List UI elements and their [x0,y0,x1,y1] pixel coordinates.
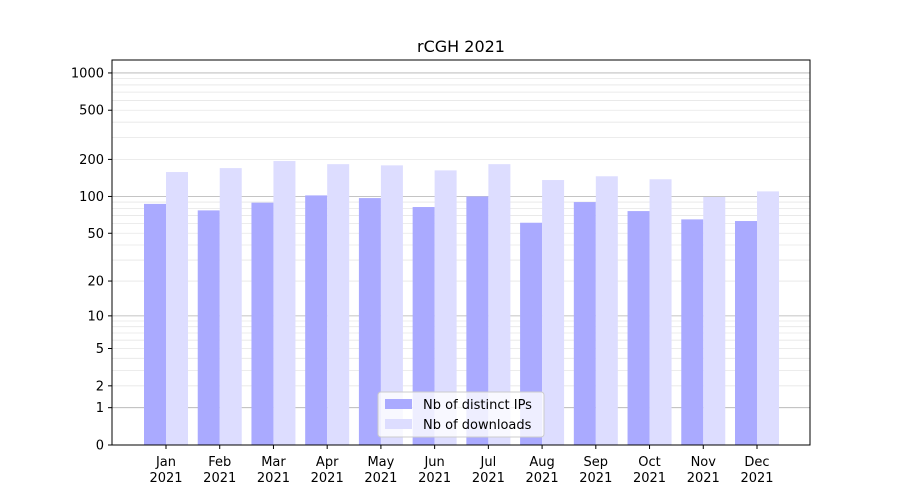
y-tick-label: 50 [87,227,104,242]
bar-downloads [542,180,565,445]
bar-distinct-ips [627,211,650,445]
bar-downloads [380,165,403,445]
x-tick-label: Oct 2021 [633,455,666,486]
legend: Nb of distinct IPs Nb of downloads [377,391,545,438]
x-tick-label: Mar 2021 [257,455,290,486]
bar-distinct-ips [520,222,543,445]
bar-downloads [327,164,350,445]
x-tick-label: Dec 2021 [740,455,773,486]
x-tick-label: Jul 2021 [472,455,505,486]
bar-downloads [649,179,672,445]
bar-downloads [219,168,242,446]
y-tick-label: 5 [96,342,104,357]
legend-box [377,391,545,438]
x-tick-label: Aug 2021 [526,455,559,486]
plot-frame [111,59,811,446]
y-tick-label: 10 [87,309,104,324]
y-tick-label: 1 [96,401,104,416]
bar-distinct-ips [735,221,757,445]
x-tick-label: Sep 2021 [579,455,612,486]
y-tick-label: 2 [96,379,104,394]
x-tick-label: Feb 2021 [203,455,236,486]
legend-swatch [385,419,412,429]
legend-label: Nb of downloads [423,418,532,433]
y-tick-label: 20 [87,275,104,290]
y-tick-label: 100 [79,190,104,205]
bar-distinct-ips [466,196,489,445]
legend-label: Nb of distinct IPs [423,398,532,413]
bar-distinct-ips [573,202,596,445]
x-tick-label: Apr 2021 [311,455,344,486]
bar-distinct-ips [305,195,328,445]
bar-distinct-ips [681,219,704,445]
bar-downloads [757,191,779,445]
bar-downloads [703,196,726,445]
bar-distinct-ips [144,203,166,445]
bar-downloads [434,170,457,445]
x-tick-label: May 2021 [364,455,397,486]
bar-downloads [166,172,188,445]
bar-distinct-ips [251,202,274,445]
bar-distinct-ips [358,198,381,445]
x-tick-label: Jan 2021 [149,455,182,486]
x-tick-label: Nov 2021 [687,455,720,486]
bar-downloads [488,164,511,445]
y-tick-label: 1000 [71,66,104,81]
chart-title: rCGH 2021 [417,37,505,56]
bar-distinct-ips [412,207,435,445]
x-tick-label: Jun 2021 [418,455,451,486]
y-tick-label: 500 [79,104,104,119]
y-tick-label: 0 [96,439,104,454]
bar-distinct-ips [197,210,220,445]
legend-swatch [385,399,412,409]
y-tick-label: 200 [79,153,104,168]
bar-downloads [595,176,618,445]
bar-downloads [273,161,296,445]
